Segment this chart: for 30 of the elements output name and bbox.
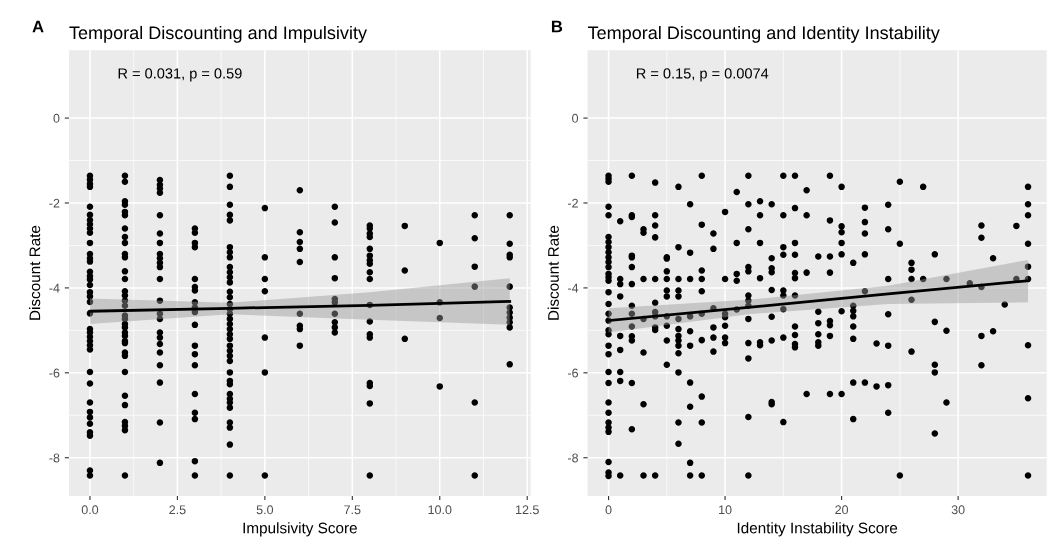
x-tick-label: 20: [835, 505, 849, 515]
y-tick-label: -4: [49, 283, 60, 293]
chart-title: Temporal Discounting and Identity Instability: [587, 25, 940, 43]
x-tick-label: 7.5: [344, 505, 361, 515]
x-tick-label: 5.0: [256, 505, 274, 515]
y-tick-label: -2: [567, 198, 578, 208]
y-tick-label: -6: [49, 368, 60, 378]
y-tick-label: 0: [572, 113, 579, 123]
y-tick-label: -8: [49, 453, 60, 463]
y-tick-label: -2: [49, 198, 60, 208]
y-tick-label: 0: [53, 113, 60, 123]
x-tick-label: 10: [719, 505, 732, 515]
x-tick-label: 0: [605, 505, 612, 515]
text: A: [32, 20, 44, 33]
y-axis-title: Discount Rate: [547, 225, 559, 320]
y-tick-label: -8: [567, 453, 578, 463]
y-tick-label: -4: [567, 283, 579, 293]
chart-title: Temporal Discounting and Impulsivity: [69, 25, 367, 43]
x-axis-title: Impulsivity Score: [243, 522, 357, 537]
x-tick-label: 30: [951, 505, 965, 515]
text: B: [551, 20, 563, 33]
x-tick-label: 0.0: [81, 505, 99, 515]
y-tick-label: -6: [567, 368, 578, 378]
x-tick-label: 12.5: [516, 505, 539, 515]
annotation: R = 0.031, p = 0.59: [118, 68, 242, 82]
annotation: R = 0.15, p = 0.0074: [636, 68, 769, 82]
y-axis-title: Discount Rate: [29, 225, 41, 320]
x-tick-label: 10.0: [428, 505, 452, 515]
x-tick-label: 2.5: [169, 505, 186, 515]
x-axis-title: Identity Instability Score: [737, 522, 898, 537]
